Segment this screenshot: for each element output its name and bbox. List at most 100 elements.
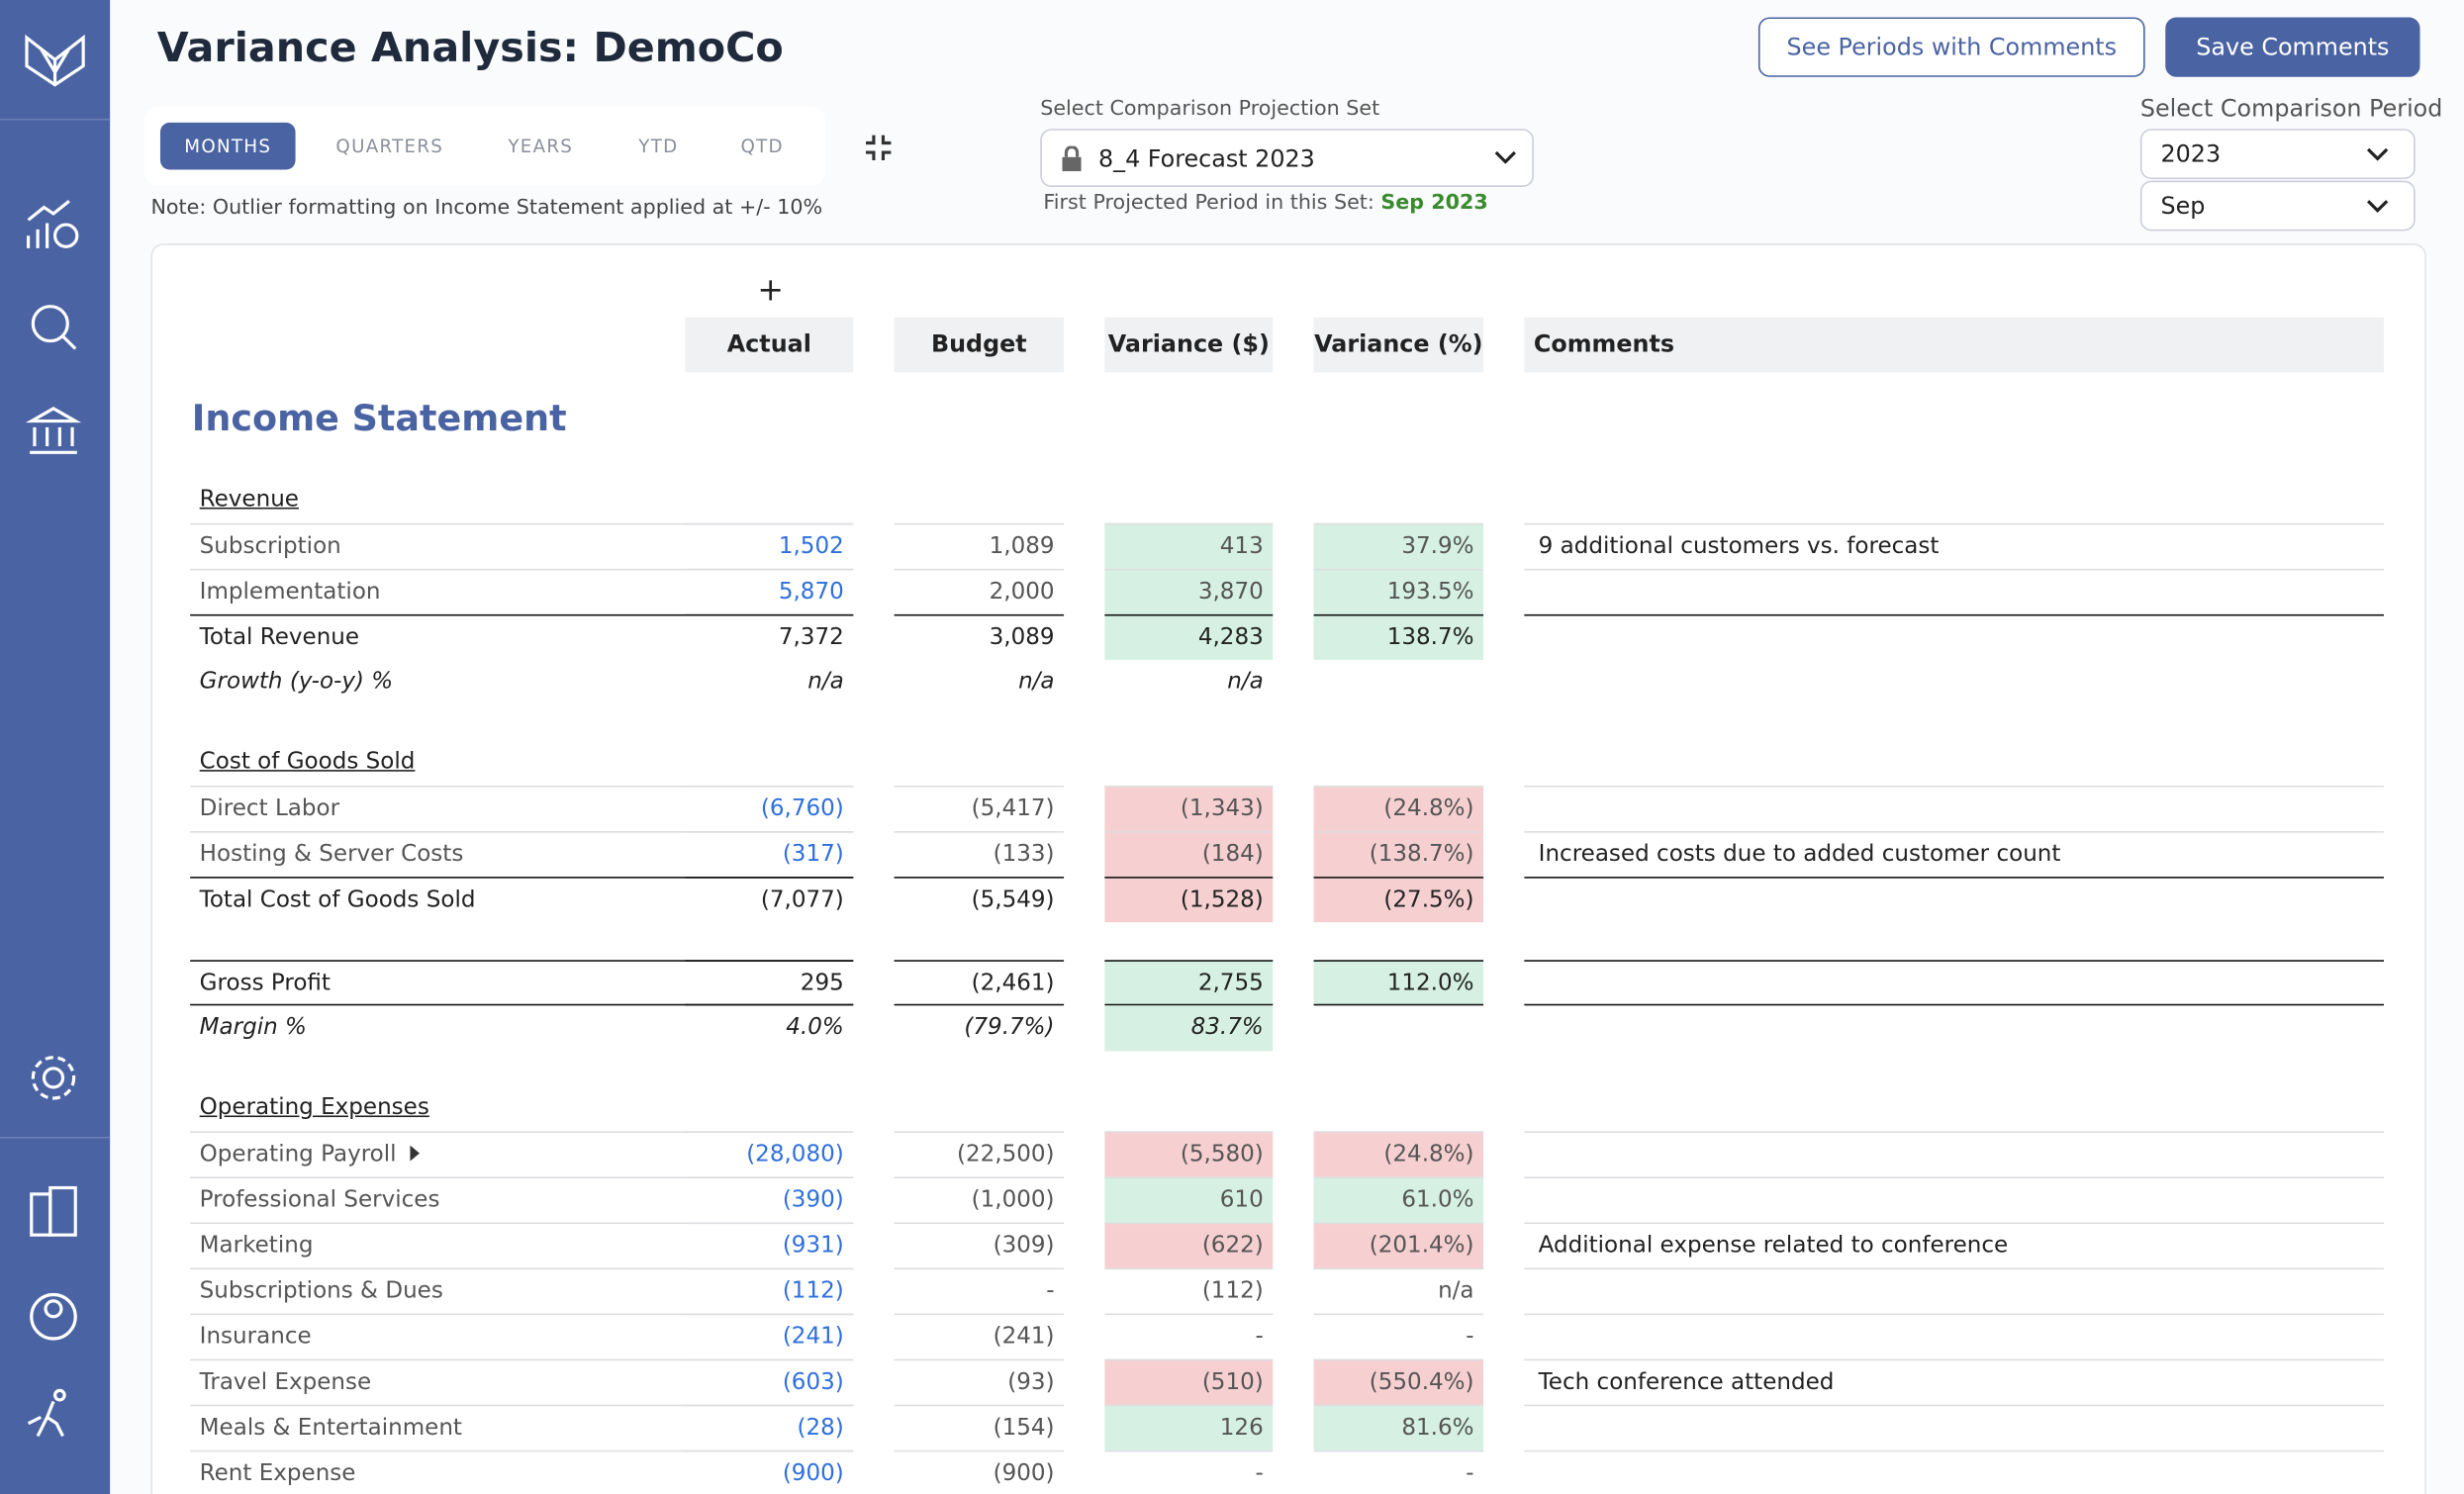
value-cell[interactable]: (603) [685, 1358, 854, 1405]
column-header: Actual [685, 317, 854, 373]
month-select[interactable]: Sep [2139, 180, 2416, 232]
value-cell[interactable]: (28) [685, 1404, 854, 1450]
period-tabs: MONTHS QUARTERS YEARS YTD QTD [144, 106, 825, 186]
comment-cell[interactable]: Tech conference attended [1524, 1358, 2384, 1405]
value-cell[interactable]: (112) [685, 1267, 854, 1314]
page-title: Variance Analysis: DemoCo [156, 25, 784, 73]
value-cell[interactable]: (900) [685, 1449, 854, 1494]
value-cell: (2,461) [894, 960, 1065, 1006]
nav-icon[interactable] [42, 1067, 65, 1089]
comment-cell[interactable] [1524, 786, 2384, 831]
comment-cell[interactable] [1524, 1449, 2384, 1494]
chevron [2366, 146, 2389, 160]
value-cell[interactable]: (6,760) [685, 786, 854, 831]
expand-arrow[interactable] [410, 1145, 421, 1162]
value-cell: (622) [1104, 1222, 1274, 1268]
tab[interactable]: QUARTERS [335, 135, 444, 157]
comment-cell[interactable] [1524, 1005, 2384, 1051]
see-comments-button[interactable]: See Periods with Comments [1757, 17, 2145, 77]
statement-card: + Actual Budget Variance ($) Variance (%) Com… [150, 243, 2426, 1494]
value-cell: (79.7%) [964, 1014, 1055, 1041]
value-cell: 37.9% [1313, 522, 1484, 569]
value-cell: 610 [1104, 1176, 1274, 1223]
row-label-text: Implementation [199, 579, 381, 606]
value-cell: 1,089 [894, 522, 1065, 569]
tab[interactable]: QTD [740, 135, 784, 157]
value-cell: (201.4%) [1313, 1222, 1484, 1268]
comment-cell[interactable]: Increased costs due to added customer co… [1524, 831, 2384, 877]
nav-icon[interactable] [52, 223, 79, 248]
add-column[interactable]: + [757, 270, 785, 309]
value-cell: n/a [1227, 669, 1264, 695]
value-cell[interactable]: (390) [685, 1176, 854, 1222]
comment-cell[interactable] [1524, 613, 2384, 660]
value-cell: (241) [894, 1313, 1065, 1359]
logo[interactable] [25, 34, 85, 87]
value-cell[interactable]: (931) [685, 1222, 854, 1267]
row-label-text: Total Revenue [199, 625, 360, 651]
row-label-text: Rent Expense [199, 1460, 356, 1487]
row-label: Rent Expense [190, 1449, 854, 1494]
sidebar-icons [0, 34, 111, 1438]
value-cell: (184) [1104, 831, 1274, 878]
comment-cell[interactable] [1524, 1176, 2384, 1222]
row-label: Meals & Entertainment [190, 1404, 854, 1450]
value-cell: (5,580) [1104, 1131, 1274, 1177]
group-heading: Operating Expenses [199, 1094, 429, 1121]
row-label: Growth (y-o-y) % [190, 660, 853, 705]
value-cell: (138.7%) [1313, 831, 1484, 878]
comment-cell[interactable] [1524, 568, 2384, 614]
row-label: Margin % [190, 1005, 853, 1051]
value-cell: 81.6% [1313, 1404, 1484, 1450]
value-cell[interactable]: (241) [685, 1313, 854, 1359]
row-label-text: Growth (y-o-y) % [199, 669, 394, 695]
tab[interactable]: YTD [638, 135, 679, 157]
column-header: Comments [1524, 317, 2384, 373]
period-label: Select Comparison Period [2139, 94, 2443, 123]
value-cell[interactable]: 1,502 [685, 522, 854, 569]
comment-cell[interactable] [1524, 1267, 2384, 1314]
comment-cell[interactable]: Additional expense related to conference [1524, 1222, 2384, 1267]
nav-icon[interactable] [31, 305, 69, 343]
comment-cell[interactable] [1524, 1313, 2384, 1359]
nav-icon[interactable] [26, 200, 70, 248]
first-period: First Projected Period in this Set: Sep … [1043, 192, 1487, 216]
value-cell: 7,372 [685, 613, 854, 660]
projection-select[interactable]: 8_4 Forecast 2023 [1040, 129, 1534, 187]
value-cell: (133) [894, 831, 1065, 877]
nav-icon[interactable] [25, 407, 82, 454]
value-cell: (112) [1104, 1267, 1274, 1314]
comment-cell[interactable] [1524, 960, 2384, 1006]
value-cell[interactable]: (28,080) [685, 1131, 854, 1176]
row-label: Direct Labor [190, 786, 854, 831]
value-cell: 83.7% [1104, 1005, 1274, 1052]
row-label: Hosting & Server Costs [190, 831, 854, 877]
nav-icon[interactable] [30, 1192, 52, 1237]
value-cell: 2,755 [1104, 960, 1274, 1006]
chevron [1494, 150, 1516, 164]
comment-cell[interactable]: 9 additional customers vs. forecast [1524, 522, 2384, 569]
collapse-icon[interactable] [864, 134, 893, 162]
comment-cell[interactable] [1524, 660, 2384, 705]
nav-icon[interactable] [30, 1292, 77, 1341]
value-cell: (1,000) [894, 1176, 1065, 1222]
year-select[interactable]: 2023 [2139, 129, 2416, 180]
tab[interactable]: YEARS [508, 135, 574, 157]
comment-cell[interactable] [1524, 1131, 2384, 1176]
comment-cell[interactable] [1524, 877, 2384, 922]
nav-icon[interactable] [27, 1400, 64, 1438]
save-button[interactable]: Save Comments [2165, 17, 2420, 77]
value-cell: - [1104, 1313, 1274, 1359]
row-label-text: Meals & Entertainment [199, 1415, 462, 1442]
value-cell: 295 [685, 960, 854, 1006]
row-label: Total Revenue [190, 613, 854, 660]
tab[interactable]: MONTHS [159, 122, 296, 170]
row-label: Marketing [190, 1222, 854, 1267]
row-label: Professional Services [190, 1176, 854, 1222]
first-period-value: Sep 2023 [1380, 191, 1488, 216]
row-label-text: Travel Expense [199, 1369, 372, 1396]
value-cell[interactable]: 5,870 [685, 568, 854, 614]
value-cell[interactable]: (317) [685, 831, 854, 877]
comment-cell[interactable] [1524, 1404, 2384, 1450]
month-value: Sep [2160, 191, 2206, 221]
